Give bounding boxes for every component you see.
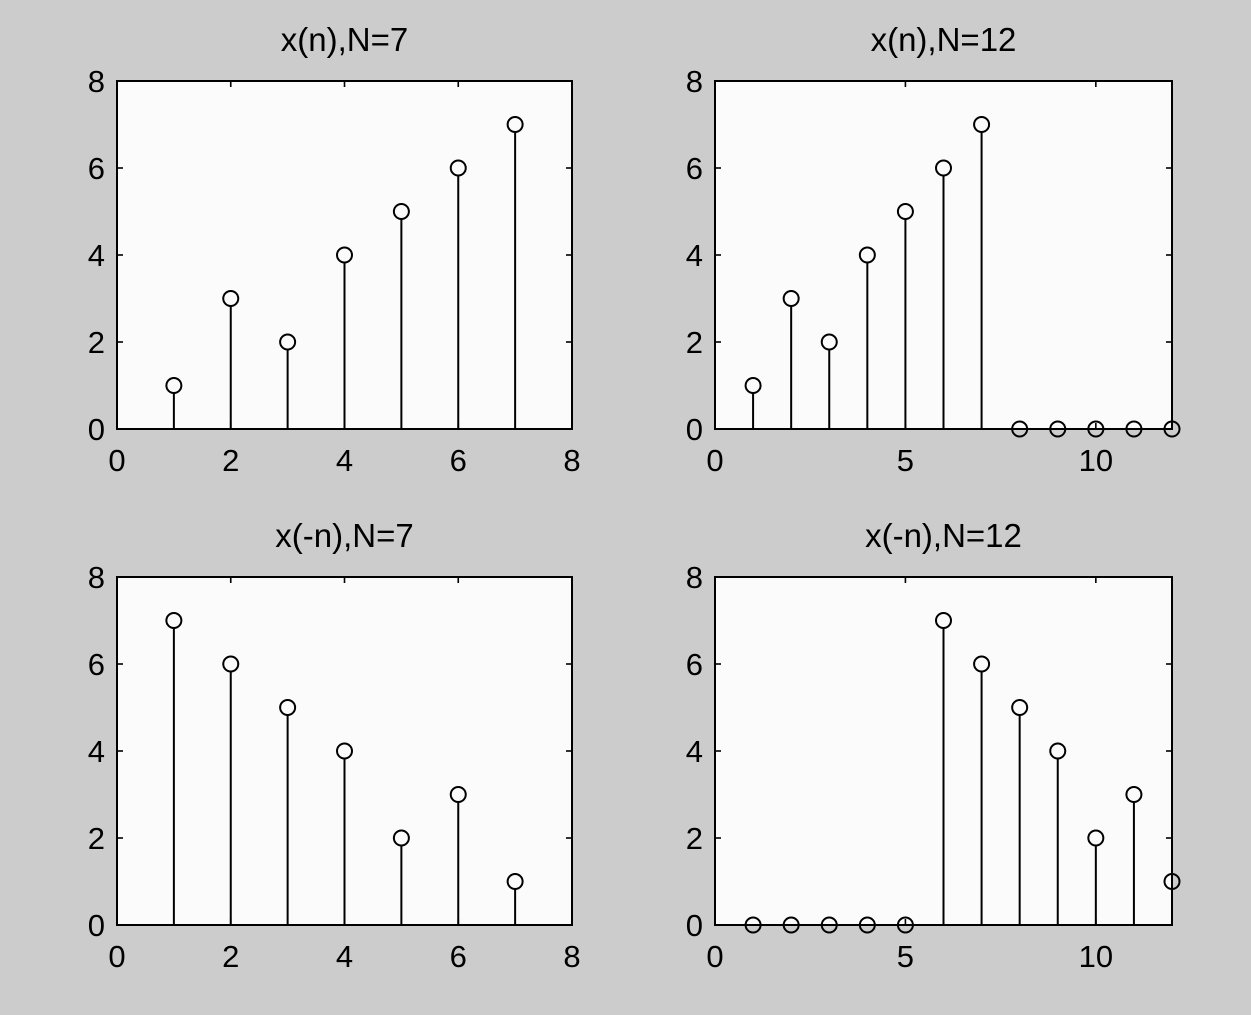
y-tick-label: 8 <box>686 64 703 99</box>
y-tick-label: 8 <box>88 64 105 99</box>
y-tick-label: 4 <box>88 734 105 769</box>
stem-marker <box>820 333 838 351</box>
stem-marker <box>449 159 467 177</box>
stem-marker <box>858 246 876 264</box>
y-tick-label: 6 <box>88 151 105 186</box>
stem-marker <box>1049 742 1067 760</box>
y-tick-label: 8 <box>88 560 105 595</box>
stem-marker <box>896 203 914 220</box>
y-tick-label: 4 <box>686 238 703 273</box>
stem-marker <box>165 612 183 629</box>
stem-marker <box>1087 829 1105 847</box>
subplot-title: x(-n),N=7 <box>275 517 414 554</box>
stem-marker <box>782 290 800 307</box>
axes-frame <box>714 576 1173 926</box>
x-tick-label: 4 <box>336 939 353 974</box>
stem-marker <box>1011 699 1029 716</box>
y-tick-label: 0 <box>686 412 703 447</box>
subplot-bottom-left: x(-n),N=7 0 2 4 6 8 0 2 4 6 8 <box>88 517 581 974</box>
y-tick-label: 2 <box>686 325 703 360</box>
x-tick-label: 10 <box>1079 939 1113 974</box>
x-tick-label: 2 <box>222 443 239 478</box>
stem-marker <box>392 829 410 847</box>
x-tick-label: 6 <box>450 939 467 974</box>
stem-marker <box>165 377 183 394</box>
y-tick-label: 2 <box>88 325 105 360</box>
y-tick-label: 0 <box>88 412 105 447</box>
axes-frame <box>116 80 573 430</box>
x-tick-label: 0 <box>108 939 125 974</box>
stem-marker <box>935 612 952 629</box>
x-tick-label: 10 <box>1079 443 1113 478</box>
subplot-title: x(-n),N=12 <box>865 517 1022 554</box>
y-tick-label: 0 <box>686 908 703 943</box>
x-tick-label: 5 <box>897 939 914 974</box>
x-tick-label: 0 <box>706 443 723 478</box>
stem-marker <box>973 116 991 133</box>
subplot-axes: 0 5 10 0 2 4 6 8 <box>686 64 1181 478</box>
y-tick-label: 6 <box>88 647 105 682</box>
stem-marker <box>1125 786 1143 803</box>
x-tick-label: 4 <box>336 443 353 478</box>
subplot-top-right: x(n),N=12 0 5 10 0 2 4 6 8 <box>686 21 1181 478</box>
stem-marker <box>279 699 297 716</box>
axes-frame <box>714 80 1173 430</box>
axes-frame <box>116 576 573 926</box>
stem-marker <box>336 246 353 264</box>
stem-marker <box>336 742 353 760</box>
y-tick-label: 0 <box>88 908 105 943</box>
y-tick-label: 2 <box>686 821 703 856</box>
x-tick-label: 8 <box>563 939 580 974</box>
y-tick-label: 6 <box>686 647 703 682</box>
stem-marker <box>935 159 952 177</box>
stem-marker <box>392 203 410 220</box>
y-tick-label: 2 <box>88 821 105 856</box>
subplot-title: x(n),N=12 <box>870 21 1017 58</box>
subplot-axes: 0 5 10 0 2 4 6 8 <box>686 560 1181 974</box>
stem-marker <box>449 786 467 803</box>
stem-marker <box>973 655 991 673</box>
y-tick-label: 6 <box>686 151 703 186</box>
x-tick-label: 0 <box>108 443 125 478</box>
subplot-bottom-right: x(-n),N=12 0 5 10 0 2 4 6 8 <box>686 517 1181 974</box>
subplot-top-left: x(n),N=7 0 2 4 6 8 0 2 4 6 8 <box>88 21 581 478</box>
x-tick-label: 2 <box>222 939 239 974</box>
stem-marker <box>222 290 240 307</box>
stem-marker <box>506 873 524 890</box>
stem-marker <box>222 655 240 673</box>
x-tick-label: 6 <box>450 443 467 478</box>
x-tick-label: 0 <box>706 939 723 974</box>
stem-marker <box>279 333 297 351</box>
x-tick-label: 8 <box>563 443 580 478</box>
subplot-axes: 0 2 4 6 8 0 2 4 6 8 <box>88 560 581 974</box>
subplot-axes: 0 2 4 6 8 0 2 4 6 8 <box>88 64 581 478</box>
y-tick-label: 4 <box>686 734 703 769</box>
subplot-title: x(n),N=7 <box>280 21 409 58</box>
stem-marker <box>744 377 762 394</box>
y-tick-label: 8 <box>686 560 703 595</box>
y-tick-label: 4 <box>88 238 105 273</box>
x-tick-label: 5 <box>897 443 914 478</box>
stem-marker <box>506 116 524 133</box>
